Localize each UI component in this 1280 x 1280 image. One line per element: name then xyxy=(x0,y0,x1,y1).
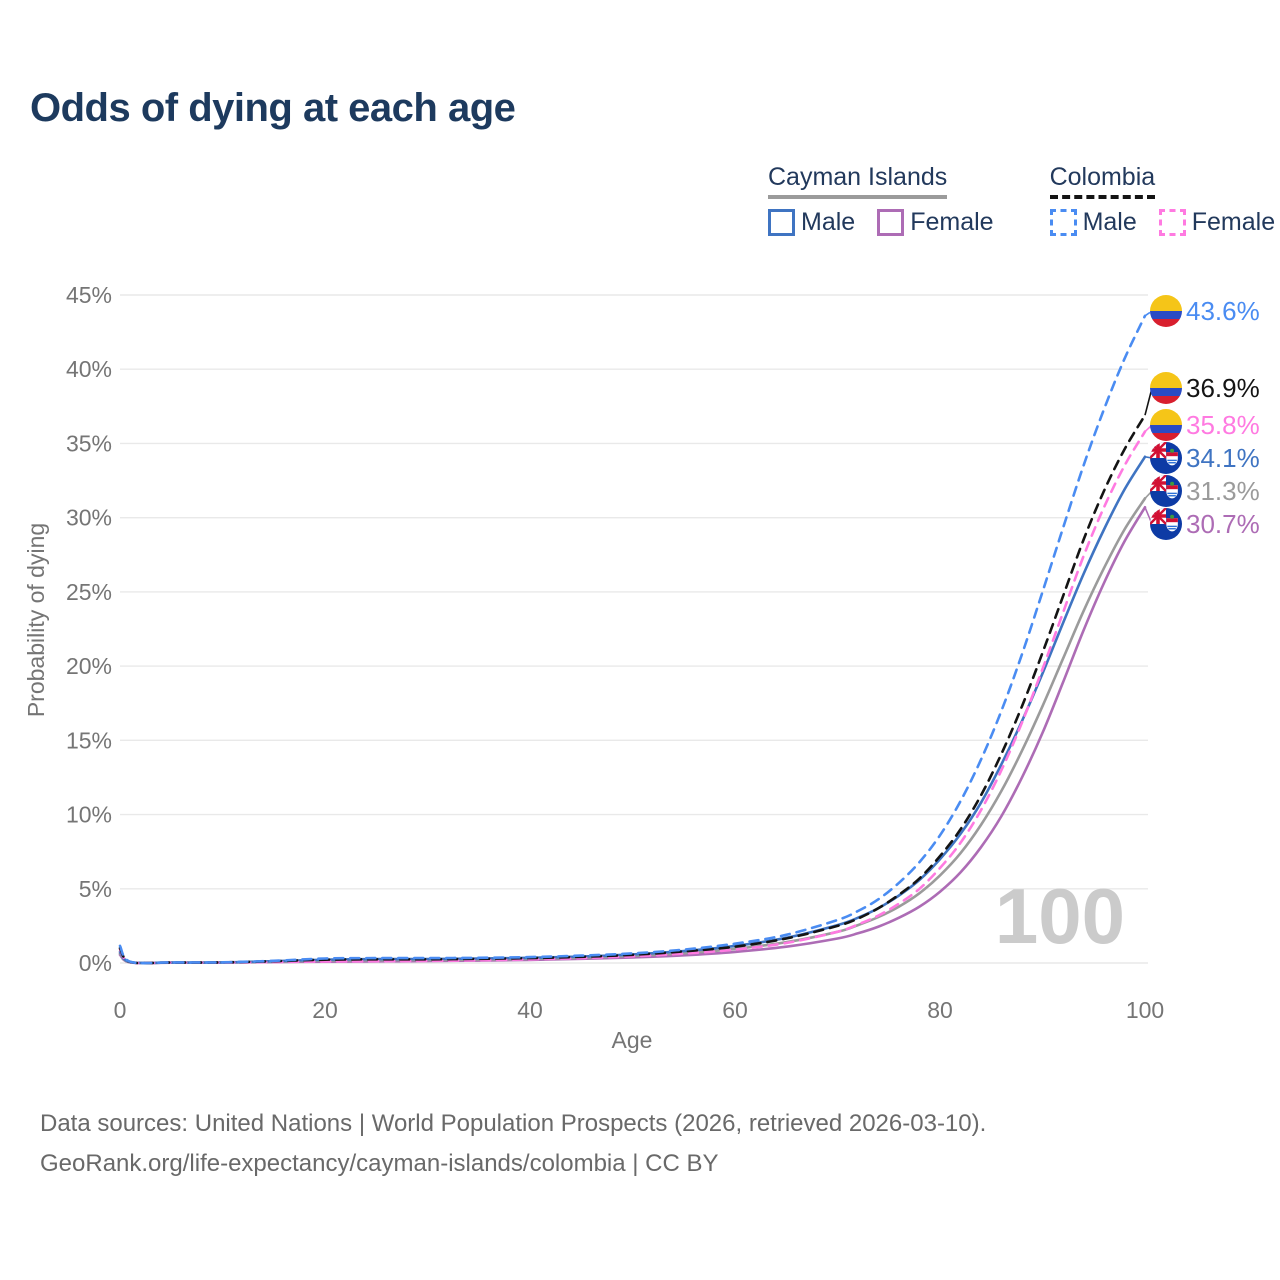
end-label-cayman-islands-female: 30.7% xyxy=(1186,509,1260,539)
legend: Cayman Islands Male Female Colombia Male xyxy=(768,163,1275,237)
series-line-cayman-islands-male xyxy=(118,455,1147,965)
series-line-colombia xyxy=(118,413,1147,965)
page-title: Odds of dying at each age xyxy=(30,86,516,130)
x-tick-label: 80 xyxy=(927,997,953,1023)
x-axis-title: Age xyxy=(612,1027,653,1053)
end-label-colombia: 36.9% xyxy=(1186,373,1260,403)
age-watermark: 100 xyxy=(995,872,1125,960)
end-label-cayman-islands: 31.3% xyxy=(1186,476,1260,506)
legend-group-cayman-islands: Cayman Islands Male Female xyxy=(768,163,994,237)
legend-group-colombia: Colombia Male Female xyxy=(1049,163,1276,237)
cayman-flag-icon xyxy=(1150,508,1182,540)
cayman-female-swatch-icon xyxy=(877,209,905,236)
y-tick-label: 45% xyxy=(66,282,112,308)
y-tick-label: 25% xyxy=(66,579,112,605)
series-line-colombia-male xyxy=(118,314,1147,965)
y-tick-label: 20% xyxy=(66,653,112,679)
y-tick-label: 15% xyxy=(66,727,112,753)
y-tick-label: 40% xyxy=(66,356,112,382)
colombia-male-swatch-icon xyxy=(1049,209,1077,236)
cayman-flag-icon xyxy=(1150,475,1182,507)
legend-item-cayman-female[interactable]: Female xyxy=(877,208,994,237)
series-line-cayman-islands xyxy=(118,497,1147,965)
colombia-female-swatch-icon xyxy=(1158,209,1186,236)
footer-attribution-line: GeoRank.org/life-expectancy/cayman-islan… xyxy=(40,1150,719,1177)
colombia-flag-icon xyxy=(1150,295,1182,327)
cayman-flag-icon xyxy=(1150,442,1182,474)
end-label-cayman-islands-male: 34.1% xyxy=(1186,443,1260,473)
y-tick-label: 5% xyxy=(79,876,112,902)
footer-sources-line: Data sources: United Nations | World Pop… xyxy=(40,1110,987,1137)
legend-label-colombia-male: Male xyxy=(1082,208,1137,236)
end-label-colombia-female: 35.8% xyxy=(1186,410,1260,440)
legend-items-colombia: Male Female xyxy=(1049,208,1276,237)
data-source-footer: Data sources: United Nations | World Pop… xyxy=(40,1104,986,1184)
legend-item-colombia-female[interactable]: Female xyxy=(1158,208,1276,237)
legend-country-cayman-islands[interactable]: Cayman Islands xyxy=(768,163,948,199)
x-tick-label: 40 xyxy=(517,997,543,1023)
x-tick-label: 20 xyxy=(312,997,338,1023)
legend-label-cayman-male: Male xyxy=(801,208,856,236)
legend-item-colombia-male[interactable]: Male xyxy=(1049,208,1137,237)
legend-items-cayman: Male Female xyxy=(768,208,994,237)
colombia-flag-icon xyxy=(1150,409,1182,441)
x-tick-label: 60 xyxy=(722,997,748,1023)
y-tick-label: 10% xyxy=(66,802,112,828)
y-tick-label: 35% xyxy=(66,430,112,456)
y-tick-label: 0% xyxy=(79,950,112,976)
legend-country-colombia[interactable]: Colombia xyxy=(1049,163,1156,199)
series-line-colombia-female xyxy=(118,430,1147,965)
legend-label-cayman-female: Female xyxy=(910,208,994,236)
y-axis-title: Probability of dying xyxy=(23,523,49,717)
x-tick-label: 0 xyxy=(114,997,127,1023)
colombia-flag-icon xyxy=(1150,372,1182,404)
y-tick-label: 30% xyxy=(66,505,112,531)
end-label-colombia-male: 43.6% xyxy=(1186,296,1260,326)
cayman-male-swatch-icon xyxy=(768,209,795,236)
legend-item-cayman-male[interactable]: Male xyxy=(768,208,855,237)
x-tick-label: 100 xyxy=(1126,997,1164,1023)
legend-label-colombia-female: Female xyxy=(1191,208,1276,236)
